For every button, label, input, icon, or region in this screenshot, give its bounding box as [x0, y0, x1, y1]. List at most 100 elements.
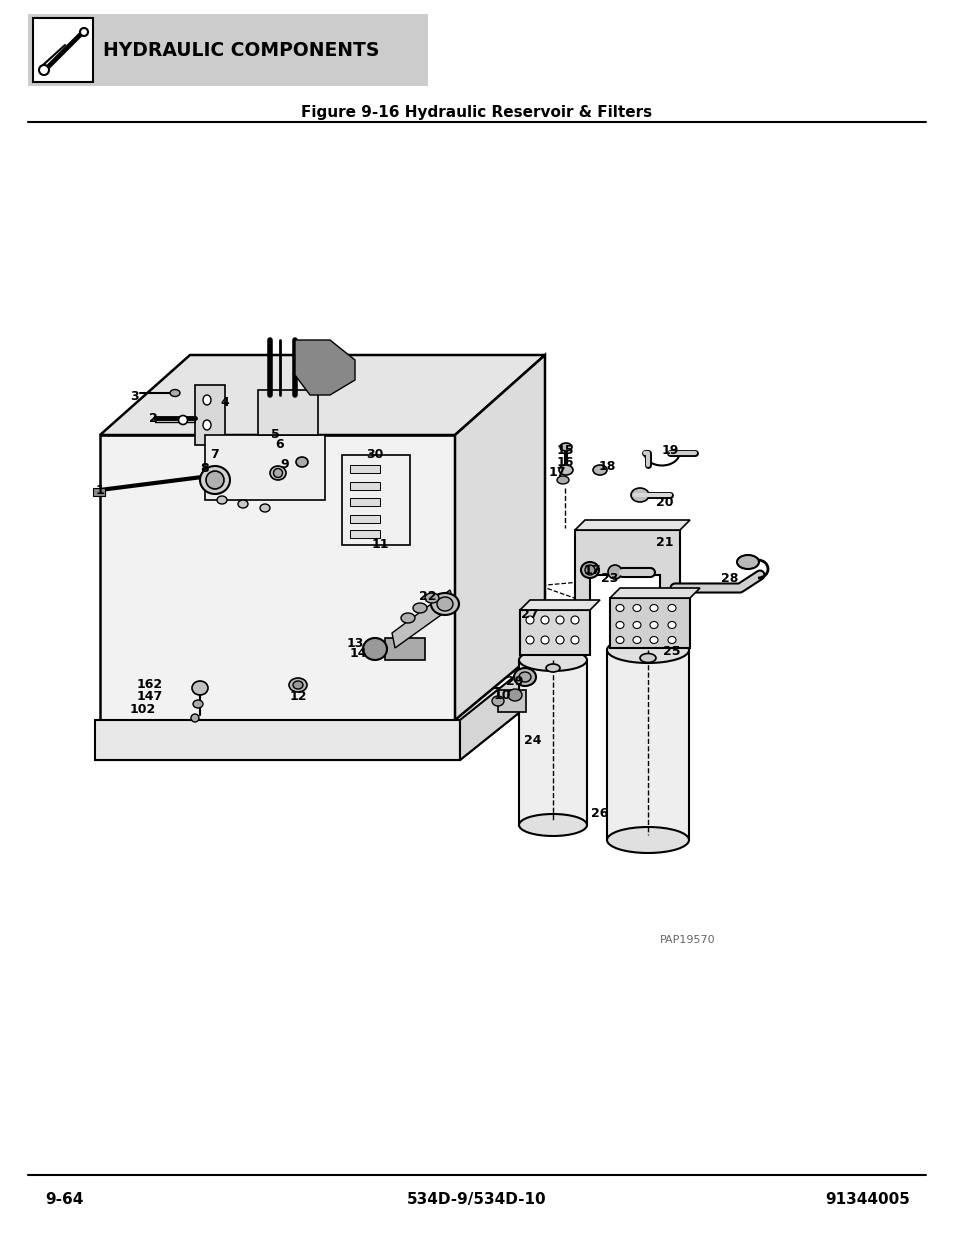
Ellipse shape: [193, 700, 203, 708]
Bar: [350, 466, 379, 473]
Bar: [350, 498, 379, 506]
Ellipse shape: [616, 621, 623, 629]
Text: 16: 16: [556, 456, 573, 468]
Ellipse shape: [639, 653, 656, 662]
Polygon shape: [609, 588, 700, 598]
Text: HYDRAULIC COMPONENTS: HYDRAULIC COMPONENTS: [103, 41, 379, 59]
Text: 102: 102: [130, 704, 156, 716]
Ellipse shape: [206, 471, 224, 489]
Text: 6: 6: [275, 438, 284, 452]
Ellipse shape: [39, 65, 49, 75]
Polygon shape: [519, 600, 599, 610]
Ellipse shape: [200, 466, 230, 494]
Ellipse shape: [431, 593, 458, 615]
Ellipse shape: [525, 636, 534, 643]
Polygon shape: [392, 590, 455, 648]
Polygon shape: [95, 720, 459, 760]
Polygon shape: [385, 638, 424, 659]
Text: 4: 4: [220, 396, 229, 410]
Text: 7: 7: [211, 448, 219, 462]
Text: 162: 162: [137, 678, 163, 692]
Ellipse shape: [540, 616, 548, 624]
Ellipse shape: [518, 814, 586, 836]
Ellipse shape: [556, 616, 563, 624]
Polygon shape: [194, 385, 225, 445]
Text: 28: 28: [720, 573, 738, 585]
Text: 8: 8: [200, 462, 209, 474]
Ellipse shape: [270, 466, 286, 480]
Polygon shape: [518, 659, 586, 825]
Bar: [350, 515, 379, 522]
Text: 147: 147: [136, 690, 163, 704]
Polygon shape: [575, 520, 689, 530]
Ellipse shape: [518, 672, 531, 682]
Ellipse shape: [293, 680, 303, 689]
Text: 23: 23: [600, 572, 618, 584]
Ellipse shape: [540, 636, 548, 643]
Text: 11: 11: [371, 537, 388, 551]
Text: 18: 18: [598, 459, 615, 473]
Text: 2: 2: [149, 411, 157, 425]
Text: 19: 19: [660, 443, 678, 457]
Ellipse shape: [559, 443, 572, 451]
Ellipse shape: [424, 593, 438, 603]
Text: 29: 29: [506, 676, 523, 688]
Ellipse shape: [545, 664, 559, 672]
Ellipse shape: [191, 714, 199, 722]
Text: 91344005: 91344005: [824, 1193, 909, 1208]
Text: 26: 26: [591, 808, 608, 820]
Ellipse shape: [514, 668, 536, 685]
Text: 1: 1: [95, 483, 104, 496]
Bar: [28, 14, 428, 86]
Ellipse shape: [633, 621, 640, 629]
Text: 21: 21: [656, 536, 673, 550]
Text: 12: 12: [289, 690, 307, 704]
Text: 24: 24: [524, 735, 541, 747]
Ellipse shape: [607, 564, 621, 579]
Ellipse shape: [649, 604, 658, 611]
Ellipse shape: [593, 466, 606, 475]
Ellipse shape: [571, 616, 578, 624]
Polygon shape: [294, 340, 355, 395]
Ellipse shape: [274, 468, 282, 478]
Polygon shape: [95, 688, 550, 760]
Polygon shape: [609, 598, 689, 648]
Ellipse shape: [616, 604, 623, 611]
Ellipse shape: [413, 603, 427, 613]
Ellipse shape: [557, 475, 568, 484]
Text: 10: 10: [493, 689, 510, 703]
Text: 27: 27: [520, 608, 538, 620]
Bar: [350, 482, 379, 490]
Ellipse shape: [525, 616, 534, 624]
Text: 25: 25: [662, 646, 680, 658]
Ellipse shape: [237, 500, 248, 508]
Text: 14: 14: [349, 647, 366, 661]
Text: 9-64: 9-64: [45, 1193, 83, 1208]
Ellipse shape: [633, 604, 640, 611]
Text: 20: 20: [656, 496, 673, 510]
Polygon shape: [459, 648, 550, 760]
Ellipse shape: [649, 621, 658, 629]
Ellipse shape: [192, 680, 208, 695]
Ellipse shape: [633, 636, 640, 643]
Text: 17: 17: [548, 466, 565, 478]
Ellipse shape: [667, 621, 676, 629]
Polygon shape: [257, 390, 317, 435]
Ellipse shape: [289, 678, 307, 692]
Ellipse shape: [363, 638, 387, 659]
Ellipse shape: [580, 562, 598, 578]
Ellipse shape: [667, 604, 676, 611]
Text: 3: 3: [131, 390, 139, 404]
Text: 22: 22: [418, 589, 436, 603]
Polygon shape: [100, 435, 455, 720]
Ellipse shape: [203, 395, 211, 405]
Polygon shape: [606, 650, 688, 840]
Polygon shape: [341, 454, 410, 545]
Ellipse shape: [216, 496, 227, 504]
Ellipse shape: [178, 415, 188, 425]
Polygon shape: [100, 354, 544, 435]
Ellipse shape: [260, 504, 270, 513]
Text: 534D-9/534D-10: 534D-9/534D-10: [407, 1193, 546, 1208]
Ellipse shape: [584, 564, 595, 576]
Text: 9: 9: [280, 457, 289, 471]
